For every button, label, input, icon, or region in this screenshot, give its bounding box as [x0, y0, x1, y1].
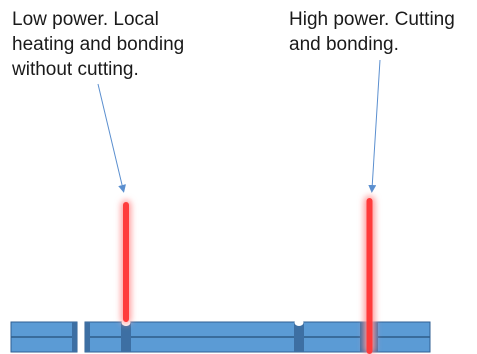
bond-dimple [294, 319, 304, 326]
high-power-caption: High power. Cutting and bonding. [289, 9, 455, 55]
left-strip [10, 321, 78, 353]
low-power-arrow [97, 83, 126, 193]
right-strip [84, 321, 431, 353]
bond-mark [294, 322, 304, 352]
high-power-arrow [368, 59, 381, 193]
low-power-caption: Low power. Local heating and bonding wit… [12, 9, 185, 80]
high-power-laser-beam [364, 196, 375, 354]
low-power-laser-beam [121, 200, 131, 324]
strip-edge-mark [85, 322, 90, 352]
low-power-bond-mark [121, 322, 131, 352]
